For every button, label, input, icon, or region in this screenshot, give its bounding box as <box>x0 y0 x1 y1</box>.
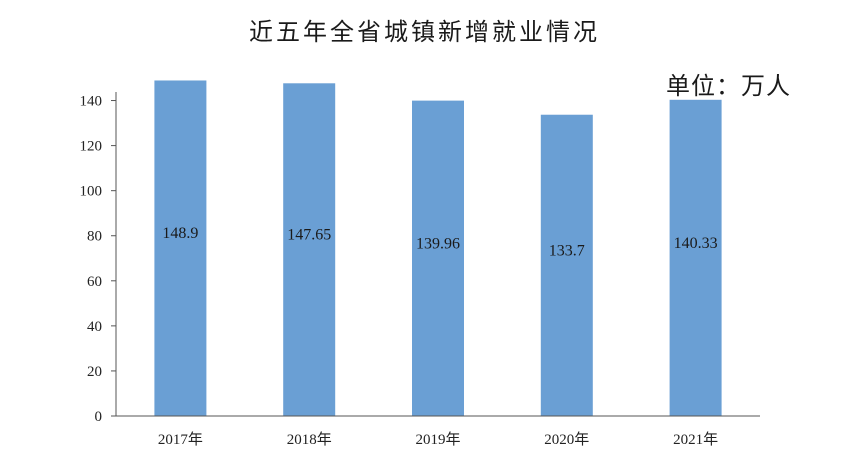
unit-label: 单位：万人 <box>666 72 791 100</box>
bar-4 <box>669 99 722 416</box>
axes-layer: 2017年 2018年 2019年 2020年 2021年 0 20 40 60 80 100 120… <box>80 92 760 448</box>
y-tick-label-1: 20 <box>87 364 102 380</box>
y-tick-label-2: 40 <box>87 319 102 335</box>
data-labels-layer: 148.9 147.65 139.96 133.7 140.33 <box>162 225 717 259</box>
y-tick-label-5: 100 <box>80 184 103 200</box>
bar-3 <box>540 114 593 416</box>
x-tick-label-3: 2020年 <box>544 431 589 448</box>
data-label-2: 139.96 <box>416 235 460 252</box>
y-tick-label-4: 80 <box>87 229 102 245</box>
x-tick-label-0: 2017年 <box>158 431 203 448</box>
y-tick-label-3: 60 <box>87 274 102 290</box>
x-tick-label-1: 2018年 <box>287 431 332 448</box>
bar-2 <box>412 100 464 416</box>
x-tick-label-4: 2021年 <box>673 431 718 448</box>
y-tick-label-0: 0 <box>95 409 103 425</box>
bars-layer <box>154 80 722 416</box>
x-tick-label-2: 2019年 <box>415 431 460 448</box>
y-tick-label-7: 140 <box>80 94 103 110</box>
bar-0 <box>154 80 207 416</box>
y-tick-label-6: 120 <box>80 139 103 155</box>
chart-title: 近五年全省城镇新增就业情况 <box>249 18 600 46</box>
data-label-1: 147.65 <box>287 227 331 244</box>
data-label-3: 133.7 <box>549 242 585 259</box>
data-label-0: 148.9 <box>162 225 198 242</box>
data-label-4: 140.33 <box>674 235 718 252</box>
bar-1 <box>283 83 336 416</box>
